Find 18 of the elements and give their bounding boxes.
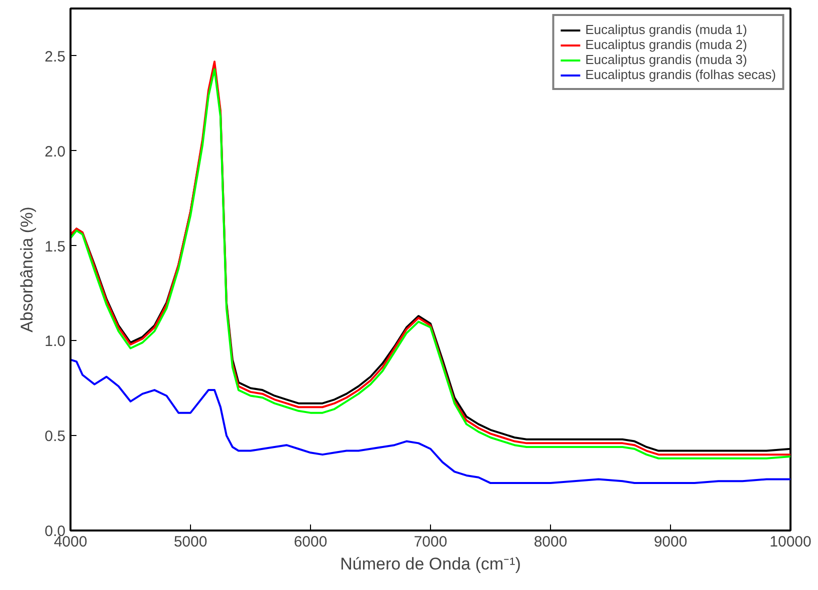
y-tick-label: 0.5 (44, 428, 66, 446)
line-series (70, 358, 790, 484)
y-tick-label: 2.0 (44, 143, 66, 160)
x-tick-label: 6000 (294, 534, 328, 550)
y-tick-label: 1.0 (44, 333, 66, 350)
legend-label: Eucaliptus grandis (muda 3) (585, 52, 748, 67)
x-tick-label: 9000 (654, 534, 688, 550)
y-tick-label: 1.5 (44, 238, 66, 256)
legend-label: Eucaliptus grandis (muda 2) (585, 37, 748, 52)
x-tick-label: 7000 (414, 534, 448, 550)
y-axis-title: Absorbância (%) (18, 206, 37, 332)
x-tick-label: 5000 (174, 534, 208, 550)
x-axis-title: Número de Onda (cm⁻¹) (340, 554, 521, 574)
x-tick-label: 8000 (534, 534, 568, 550)
y-tick-label: 2.5 (44, 48, 66, 66)
x-tick-label: 10000 (770, 534, 812, 550)
legend-label: Eucaliptus grandis (folhas secas) (585, 67, 776, 82)
legend-label: Eucaliptus grandis (muda 1) (585, 22, 748, 37)
